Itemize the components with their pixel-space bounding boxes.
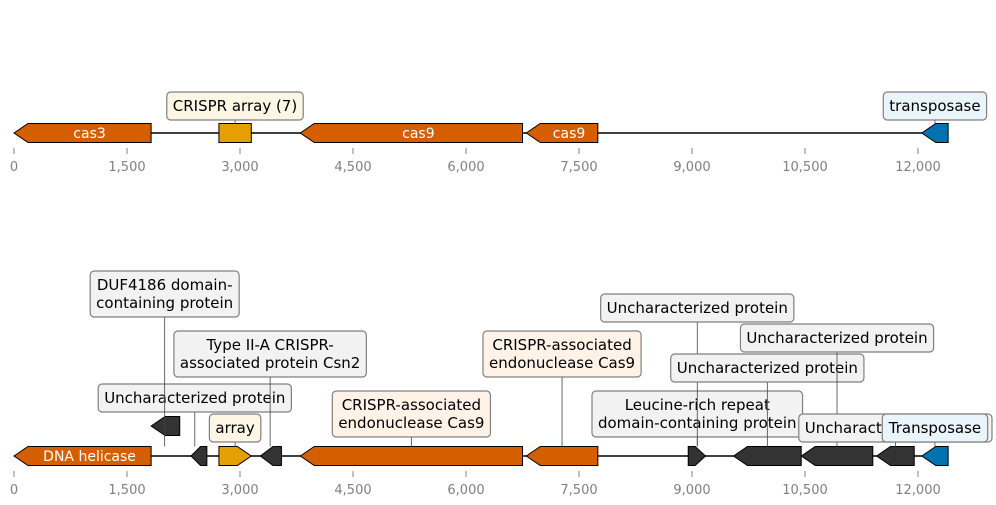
axis-tick-label: 0 [10,160,18,175]
annotation-text: Uncharacterized protein [677,359,858,377]
annotation-text: Type II-A CRISPR- [205,336,333,354]
gene-crispr-1[interactable] [218,123,252,143]
gene-other-2[interactable] [190,446,208,466]
annotation-callout: array [208,413,262,447]
annotation-text: Uncharacterized protein [607,299,788,317]
gene-crispr-3[interactable] [218,446,253,466]
gene-label: DNA helicase [43,449,136,465]
axis-tick-label: 6,000 [447,160,484,175]
axis-tick-label: 1,500 [108,160,145,175]
annotation-text: endonuclease Cas9 [338,414,484,432]
annotation-callout: Type II-A CRISPR-associated protein Csn2 [173,330,367,447]
annotation-text: associated protein Csn2 [180,354,360,372]
axis-tick-label: 3,000 [221,160,258,175]
annotation-callout: Uncharacterized protein [97,383,293,447]
annotation-box [600,293,795,323]
axis-tick-label: 10,500 [782,160,828,175]
annotation-box [739,323,935,353]
track-bottom: 0 1,500 3,000 4,500 6,000 7,500 9,000 10,500 12,… [10,270,993,498]
gene-other-9[interactable] [800,446,874,466]
axis-tick-label: 0 [10,483,18,498]
annotation-text: Uncharacterized protein [746,329,927,347]
gene-transposase-4[interactable] [920,123,949,143]
gene-cas-6[interactable] [525,446,599,466]
axis-tick-label: 3,000 [221,483,258,498]
annotation-text: CRISPR-associated [342,396,481,414]
gene-cas-0[interactable] [13,446,152,466]
gene-other-7[interactable] [687,446,707,466]
gene-other-1[interactable] [150,416,181,436]
gene-label: cas9 [402,126,434,142]
gene-other-8[interactable] [732,446,802,466]
annotation-box [882,91,988,121]
annotation-text: containing protein [96,294,233,312]
axis-tick-label: 12,000 [895,160,941,175]
annotation-callout: Uncharacterized protein [600,293,795,447]
axis-tick-label: 7,500 [560,160,597,175]
annotation-text: CRISPR-associated [492,336,631,354]
axis-tick-label: 4,500 [334,160,371,175]
annotation-text: Uncharacterized protein [104,389,285,407]
annotation-text: DUF4186 domain- [97,276,233,294]
annotation-box [331,390,492,438]
axis-tick-label: 9,000 [673,160,710,175]
annotation-text: transposase [889,97,980,115]
annotation-callout: transposase [882,91,988,124]
axis-tick-label: 6,000 [447,483,484,498]
gene-transposase-11[interactable] [920,446,949,466]
gene-cas-3[interactable] [525,123,599,143]
annotation-box [482,330,642,378]
annotation-box [89,270,240,318]
annotation-callout: CRISPR array (7) [166,91,304,124]
gene-label: cas3 [73,126,105,142]
annotation-box [166,91,304,121]
gene-cas-0[interactable] [13,123,152,143]
axis-tick-label: 1,500 [108,483,145,498]
annotation-text: Transposase [888,419,981,437]
axis-tick-label: 12,000 [895,483,941,498]
gene-other-4[interactable] [259,446,282,466]
annotation-text: array [215,419,254,437]
annotation-box [881,413,989,443]
annotation-box [670,353,865,383]
annotation-box [97,383,293,413]
annotation-callout: Transposase [881,413,989,447]
gene-other-10[interactable] [875,446,915,466]
annotation-callout: Uncharacterized protein [670,353,865,447]
annotation-text: endonuclease Cas9 [489,354,635,372]
annotation-callout: Uncharacterized protein [739,323,935,447]
annotation-box [173,330,367,378]
gene-label: cas9 [553,126,585,142]
annotation-box [208,413,262,443]
gene-cas-2[interactable] [299,123,523,143]
axis-tick-label: 10,500 [782,483,828,498]
gene-cas-5[interactable] [299,446,523,466]
annotation-text: CRISPR array (7) [173,97,297,115]
axis-tick-label: 9,000 [673,483,710,498]
axis-tick-label: 7,500 [560,483,597,498]
axis-tick-label: 4,500 [334,483,371,498]
annotation-callout: DUF4186 domain-containing protein [89,270,240,447]
track-top: 0 1,500 3,000 4,500 6,000 7,500 9,000 10,500 12,… [10,91,988,175]
